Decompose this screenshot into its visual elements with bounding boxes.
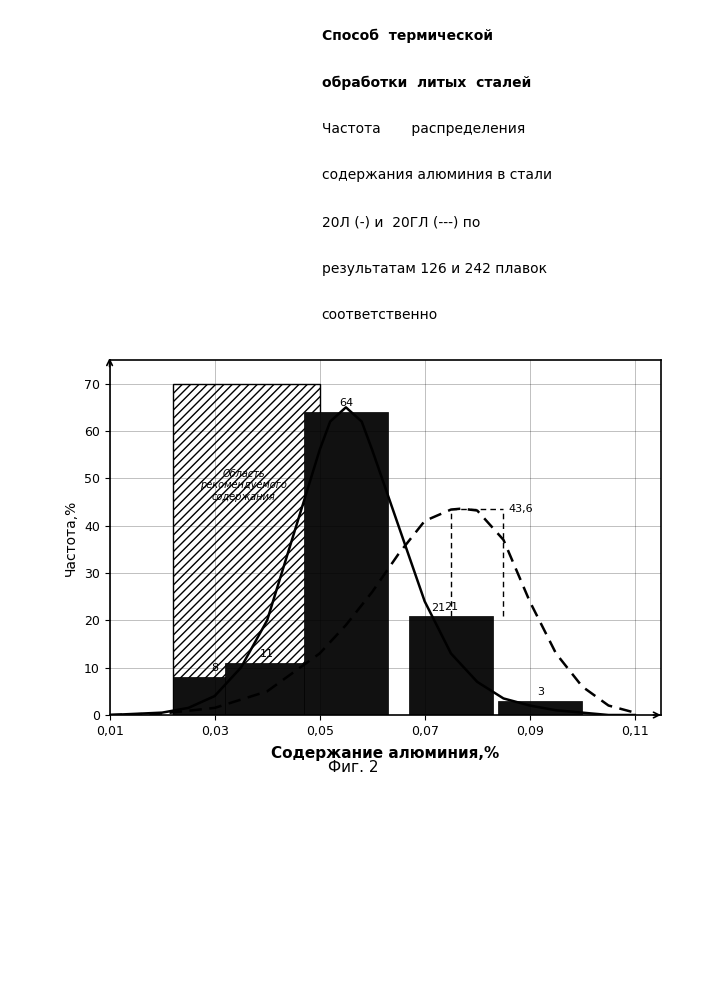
Bar: [173, 677, 257, 715]
Bar: [225, 663, 309, 715]
Bar: [498, 701, 583, 715]
Text: 8: 8: [211, 663, 218, 673]
Text: Способ  термической: Способ термической: [322, 29, 493, 43]
Text: соответственно: соответственно: [322, 308, 438, 322]
Text: 20Л (-) и  20ГЛ (---) по: 20Л (-) и 20ГЛ (---) по: [322, 215, 480, 229]
Text: обработки  литых  сталей: обработки литых сталей: [322, 76, 531, 90]
Text: 21: 21: [444, 602, 458, 612]
Bar: [173, 384, 320, 715]
Text: содержания алюминия в стали: содержания алюминия в стали: [322, 168, 551, 182]
Y-axis label: Частота,%: Частота,%: [64, 499, 78, 576]
Text: Фиг. 2: Фиг. 2: [328, 760, 379, 775]
Text: результатам 126 и 242 плавок: результатам 126 и 242 плавок: [322, 261, 547, 275]
Text: 64: 64: [339, 398, 353, 408]
Text: 11: 11: [260, 649, 274, 659]
Text: Частота       распределения: Частота распределения: [322, 122, 525, 136]
Bar: [409, 616, 493, 715]
X-axis label: Содержание алюминия,%: Содержание алюминия,%: [271, 746, 499, 761]
Text: 43,6: 43,6: [509, 504, 533, 514]
Text: 21: 21: [431, 603, 445, 613]
Text: 3: 3: [537, 687, 544, 697]
Text: Область
рекомендуемого
содержания: Область рекомендуемого содержания: [200, 469, 287, 502]
Bar: [304, 412, 388, 715]
